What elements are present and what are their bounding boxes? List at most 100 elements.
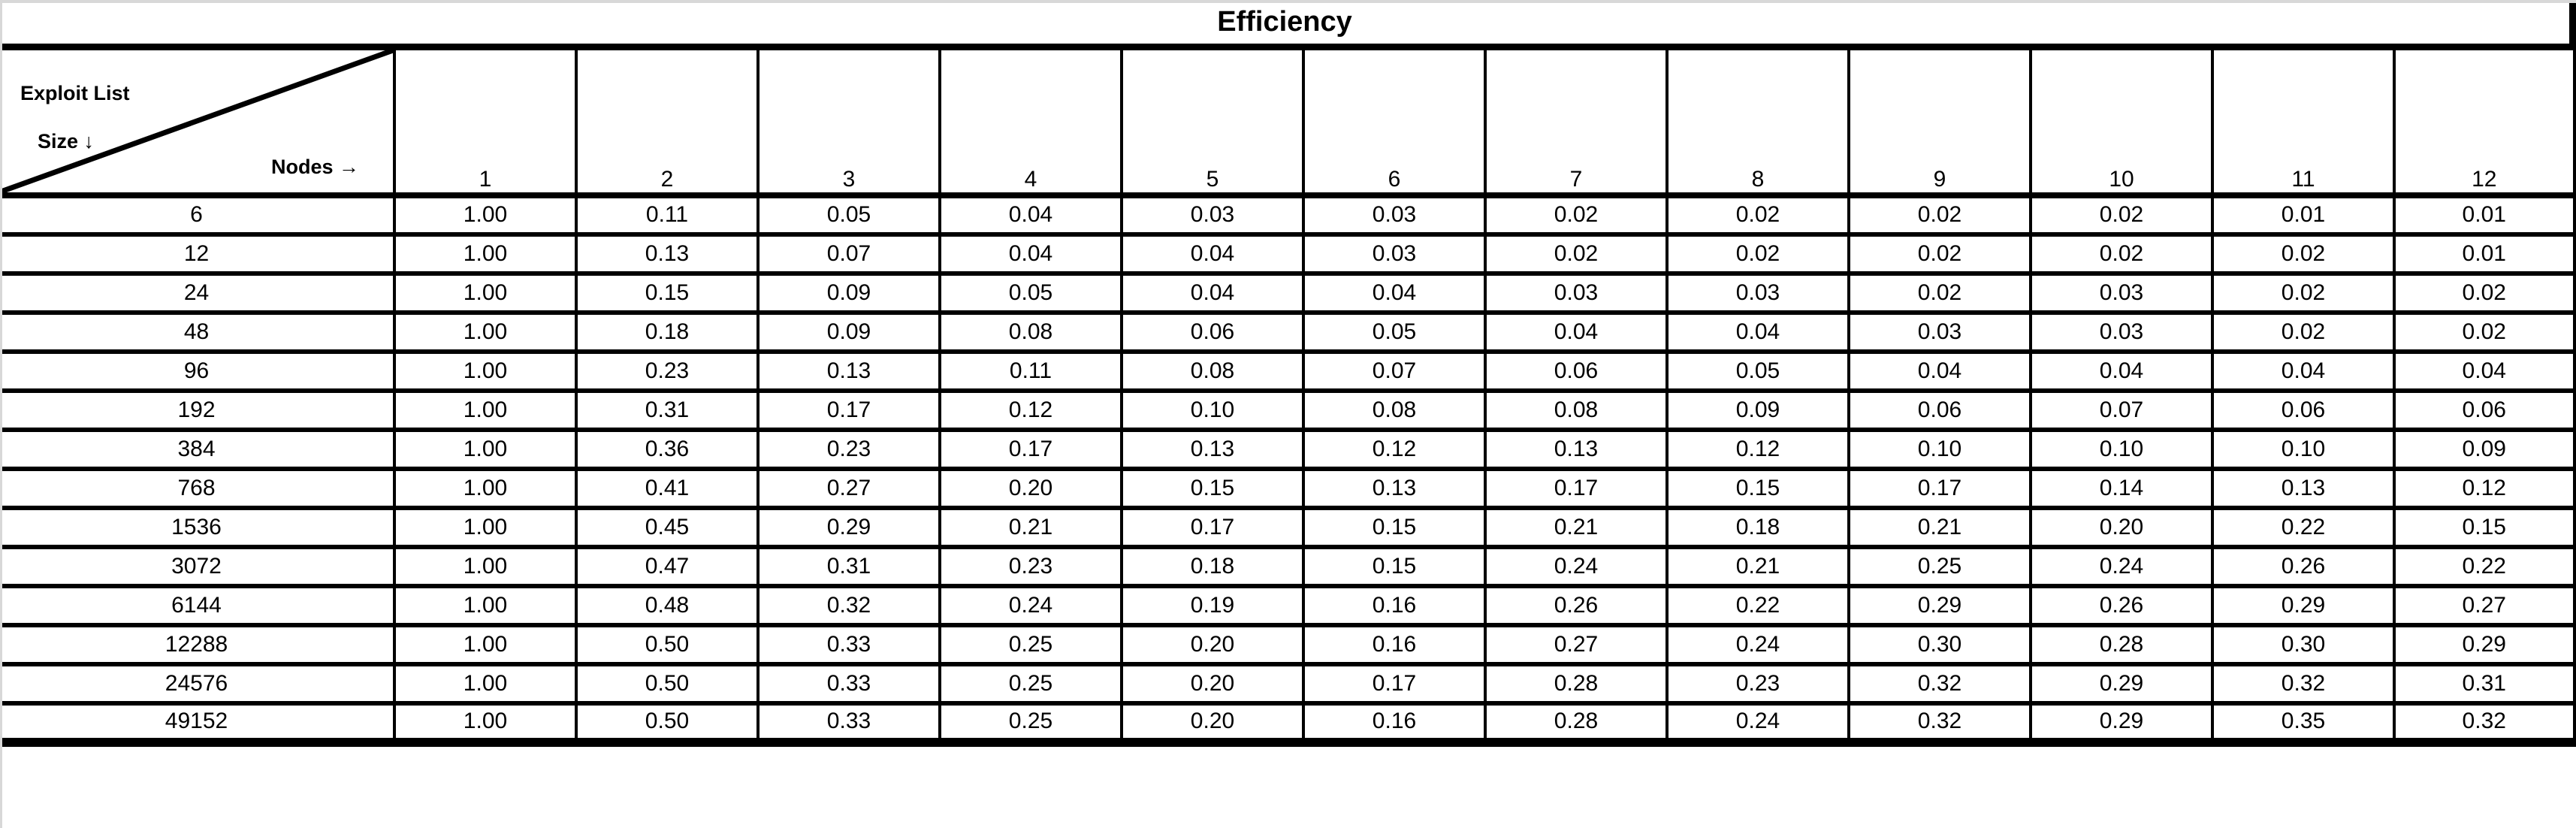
efficiency-value-cell: 0.31 <box>575 390 758 432</box>
efficiency-value-cell: 0.02 <box>2029 195 2212 237</box>
efficiency-value-cell: 0.18 <box>575 312 758 354</box>
efficiency-value-cell: 0.03 <box>1302 195 1485 237</box>
efficiency-value-cell: 1.00 <box>393 312 576 354</box>
efficiency-value-cell: 1.00 <box>393 507 576 549</box>
table-row: 49152 1.00 0.50 0.33 0.25 0.20 0.16 0.28 0.24 0.3… <box>0 703 2576 747</box>
efficiency-value-cell: 0.50 <box>575 624 758 666</box>
efficiency-value-cell: 0.06 <box>2211 390 2394 432</box>
node-column-header: 3 <box>756 47 940 198</box>
efficiency-value-cell: 0.26 <box>2029 585 2212 627</box>
exploit-list-size-cell: 6 <box>0 195 394 237</box>
efficiency-value-cell: 0.27 <box>1484 624 1667 666</box>
efficiency-value-cell: 0.12 <box>938 390 1122 432</box>
node-column-header: 1 <box>393 47 576 198</box>
efficiency-value-cell: 0.07 <box>1302 351 1485 393</box>
efficiency-value-cell: 0.20 <box>1120 703 1303 747</box>
efficiency-value-cell: 0.48 <box>575 585 758 627</box>
table-row: 1536 1.00 0.45 0.29 0.21 0.17 0.15 0.21 0.18 0.21… <box>0 507 2576 549</box>
efficiency-value-cell: 1.00 <box>393 703 576 747</box>
efficiency-value-cell: 0.17 <box>1484 468 1667 510</box>
efficiency-value-cell: 0.03 <box>2029 273 2212 315</box>
efficiency-value-cell: 0.11 <box>938 351 1122 393</box>
efficiency-value-cell: 0.31 <box>2393 663 2576 706</box>
efficiency-value-cell: 0.02 <box>2029 234 2212 276</box>
efficiency-value-cell: 0.23 <box>938 546 1122 588</box>
node-column-header: 4 <box>938 47 1122 198</box>
efficiency-value-cell: 0.16 <box>1302 703 1485 747</box>
efficiency-value-cell: 0.29 <box>2029 663 2212 706</box>
efficiency-value-cell: 0.15 <box>1302 507 1485 549</box>
efficiency-value-cell: 0.18 <box>1665 507 1849 549</box>
table-row: 48 1.00 0.18 0.09 0.08 0.06 0.05 0.04 0.04 0.03 0.… <box>0 312 2576 354</box>
efficiency-value-cell: 0.04 <box>1665 312 1849 354</box>
efficiency-value-cell: 0.29 <box>2393 624 2576 666</box>
efficiency-value-cell: 0.08 <box>1120 351 1303 393</box>
table-row: 768 1.00 0.41 0.27 0.20 0.15 0.13 0.17 0.15 0.17 0… <box>0 468 2576 510</box>
efficiency-value-cell: 0.32 <box>756 585 940 627</box>
efficiency-value-cell: 0.02 <box>1847 195 2031 237</box>
efficiency-value-cell: 0.02 <box>1665 195 1849 237</box>
efficiency-value-cell: 0.22 <box>2211 507 2394 549</box>
efficiency-value-cell: 0.28 <box>1484 663 1667 706</box>
efficiency-value-cell: 0.02 <box>1484 195 1667 237</box>
efficiency-value-cell: 0.24 <box>1665 703 1849 747</box>
efficiency-value-cell: 0.19 <box>1120 585 1303 627</box>
efficiency-value-cell: 0.17 <box>1302 663 1485 706</box>
exploit-list-size-cell: 6144 <box>0 585 394 627</box>
table-row: 96 1.00 0.23 0.13 0.11 0.08 0.07 0.06 0.05 0.04 0.… <box>0 351 2576 393</box>
efficiency-value-cell: 0.33 <box>756 703 940 747</box>
efficiency-value-cell: 0.16 <box>1302 624 1485 666</box>
node-column-header: 7 <box>1484 47 1667 198</box>
efficiency-value-cell: 0.23 <box>1665 663 1849 706</box>
efficiency-value-cell: 1.00 <box>393 624 576 666</box>
efficiency-value-cell: 0.02 <box>2211 234 2394 276</box>
efficiency-value-cell: 0.14 <box>2029 468 2212 510</box>
efficiency-value-cell: 0.02 <box>1847 273 2031 315</box>
efficiency-value-cell: 0.08 <box>1302 390 1485 432</box>
efficiency-value-cell: 0.32 <box>1847 703 2031 747</box>
table-title: Efficiency <box>0 0 2576 44</box>
efficiency-value-cell: 0.04 <box>938 195 1122 237</box>
efficiency-value-cell: 0.24 <box>1665 624 1849 666</box>
table-row: 12288 1.00 0.50 0.33 0.25 0.20 0.16 0.27 0.24 0.3… <box>0 624 2576 666</box>
efficiency-value-cell: 0.06 <box>1847 390 2031 432</box>
efficiency-value-cell: 0.13 <box>575 234 758 276</box>
efficiency-value-cell: 0.29 <box>756 507 940 549</box>
table-row: 384 1.00 0.36 0.23 0.17 0.13 0.12 0.13 0.12 0.10 0… <box>0 429 2576 471</box>
efficiency-value-cell: 1.00 <box>393 663 576 706</box>
efficiency-value-cell: 0.03 <box>1665 273 1849 315</box>
efficiency-value-cell: 0.29 <box>2211 585 2394 627</box>
efficiency-value-cell: 0.25 <box>1847 546 2031 588</box>
efficiency-value-cell: 0.50 <box>575 703 758 747</box>
efficiency-value-cell: 0.28 <box>1484 703 1667 747</box>
exploit-list-size-cell: 1536 <box>0 507 394 549</box>
efficiency-value-cell: 0.21 <box>938 507 1122 549</box>
efficiency-value-cell: 0.08 <box>938 312 1122 354</box>
efficiency-value-cell: 0.05 <box>938 273 1122 315</box>
efficiency-value-cell: 0.15 <box>1665 468 1849 510</box>
efficiency-value-cell: 0.12 <box>2393 468 2576 510</box>
efficiency-value-cell: 0.17 <box>938 429 1122 471</box>
table-row: 6144 1.00 0.48 0.32 0.24 0.19 0.16 0.26 0.22 0.29… <box>0 585 2576 627</box>
exploit-list-size-cell: 3072 <box>0 546 394 588</box>
efficiency-value-cell: 1.00 <box>393 273 576 315</box>
efficiency-value-cell: 0.30 <box>2211 624 2394 666</box>
exploit-list-size-cell: 384 <box>0 429 394 471</box>
efficiency-value-cell: 0.18 <box>1120 546 1303 588</box>
node-column-header: 2 <box>575 47 758 198</box>
efficiency-value-cell: 0.25 <box>938 624 1122 666</box>
efficiency-value-cell: 0.30 <box>1847 624 2031 666</box>
efficiency-value-cell: 0.31 <box>756 546 940 588</box>
efficiency-value-cell: 0.10 <box>1847 429 2031 471</box>
efficiency-value-cell: 0.13 <box>2211 468 2394 510</box>
efficiency-value-cell: 0.01 <box>2211 195 2394 237</box>
efficiency-value-cell: 0.47 <box>575 546 758 588</box>
efficiency-value-cell: 0.09 <box>756 312 940 354</box>
efficiency-value-cell: 0.29 <box>2029 703 2212 747</box>
exploit-list-size-cell: 12 <box>0 234 394 276</box>
efficiency-value-cell: 0.15 <box>575 273 758 315</box>
efficiency-value-cell: 0.36 <box>575 429 758 471</box>
col-axis-label: Nodes → <box>270 156 359 178</box>
efficiency-value-cell: 0.17 <box>1847 468 2031 510</box>
efficiency-value-cell: 0.23 <box>575 351 758 393</box>
